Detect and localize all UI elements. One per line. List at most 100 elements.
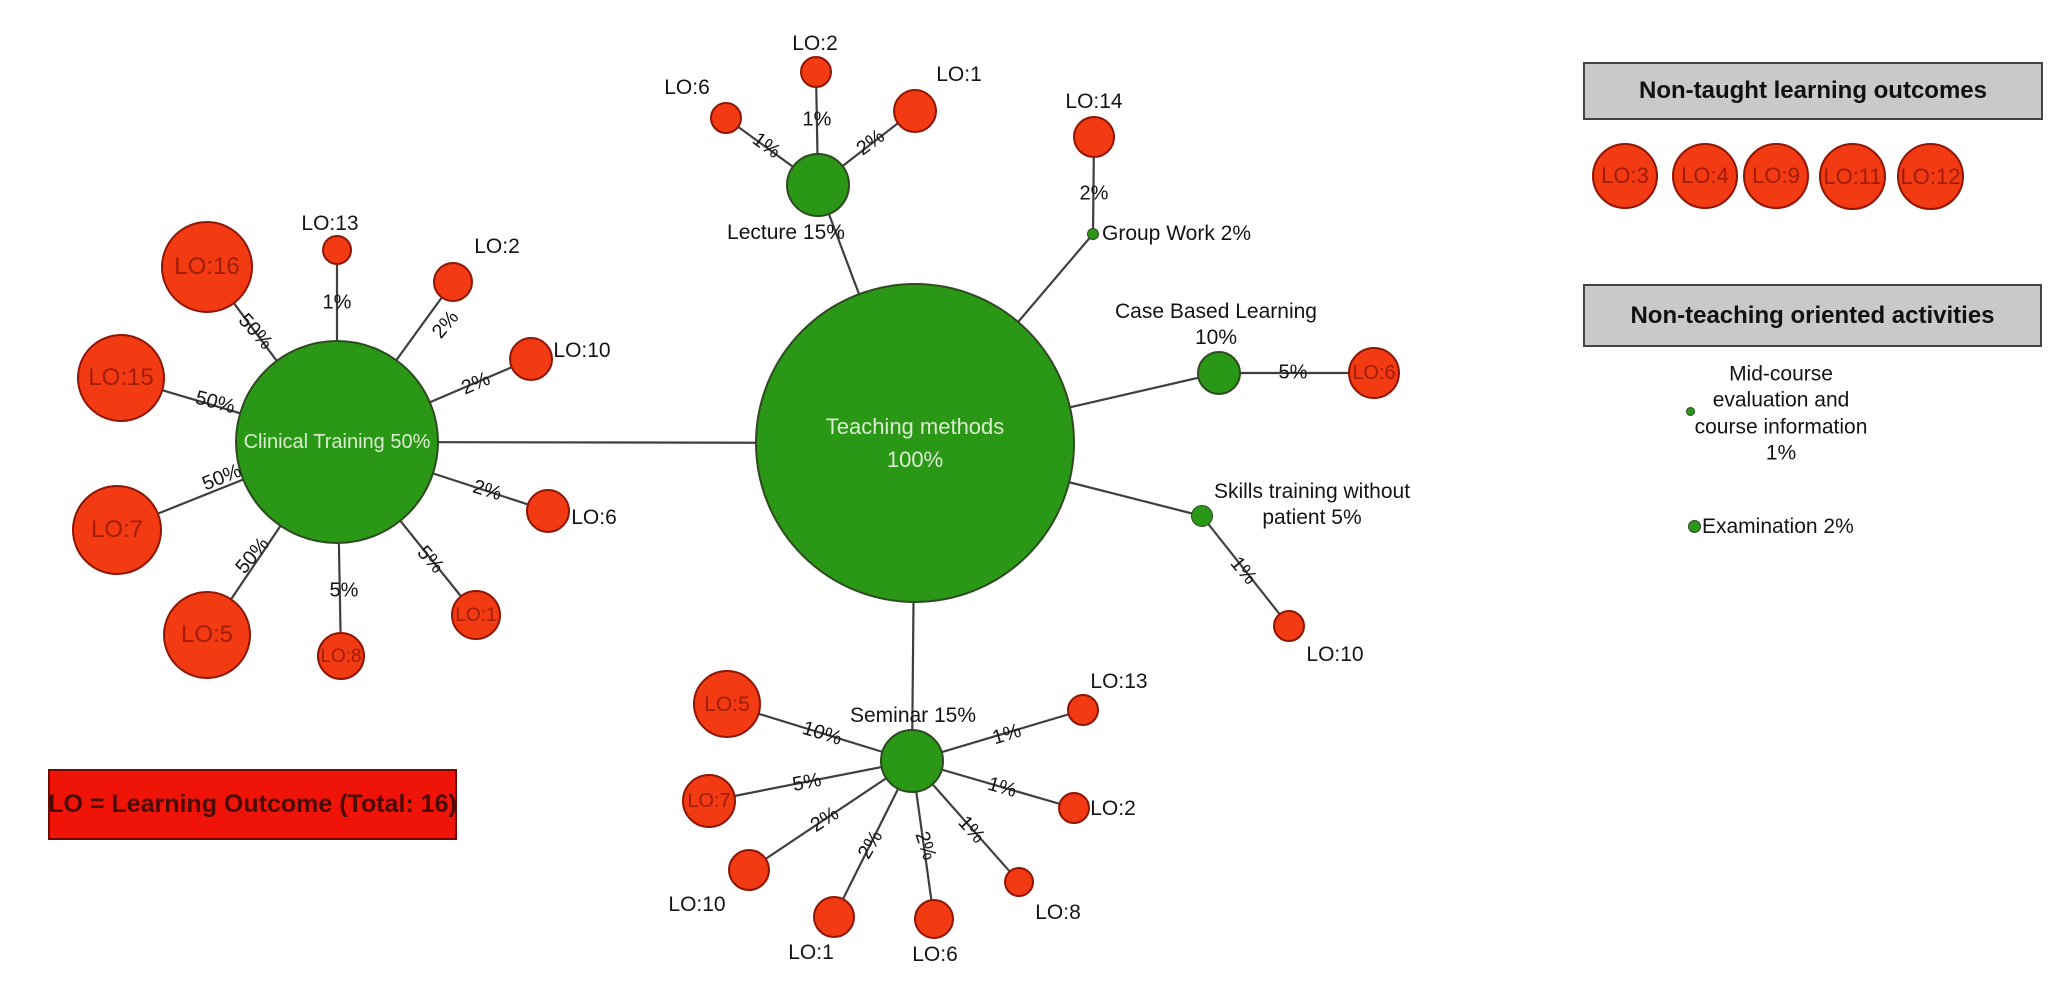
non-taught-lo11-circle: LO:11	[1819, 143, 1886, 210]
clinical-lo5-circle: LO:5	[163, 591, 251, 679]
lecture-circle	[786, 153, 850, 217]
lecture-lo6-outer-label: LO:6	[664, 75, 710, 99]
non-taught-lo3-label: LO:3	[1601, 163, 1649, 188]
non-taught-lo9-circle: LO:9	[1743, 143, 1809, 209]
legend-label: LO = Learning Outcome (Total: 16)	[48, 790, 457, 818]
non-taught-lo4-label: LO:4	[1681, 163, 1729, 188]
teaching-methods-pct: 100%	[886, 447, 944, 472]
seminar-label: Seminar 15%	[849, 703, 977, 727]
mid-course-line3: course information	[1694, 415, 1868, 438]
seminar-lo10-circle	[728, 849, 770, 891]
group-work-label: Group Work 2%	[1102, 221, 1251, 245]
examination-dot	[1688, 520, 1701, 533]
skills-lo10-outer-label: LO:10	[1306, 642, 1364, 666]
non-taught-lo9-label: LO:9	[1752, 163, 1800, 188]
legend-box: LO = Learning Outcome (Total: 16)	[48, 769, 457, 840]
group-work-lo14-outer-label: LO:14	[1065, 89, 1123, 113]
clinical-lo10-outer-label: LO:10	[553, 338, 611, 362]
clinical-training-label: Clinical Training 50%	[243, 431, 431, 453]
lecture-lo2-circle	[800, 56, 832, 88]
clinical-lo2-outer-label: LO:2	[474, 234, 520, 258]
clinical-lo1-circle: LO:1	[451, 590, 501, 640]
seminar-lo6-circle	[914, 899, 954, 939]
edge	[708, 759, 913, 803]
non-teaching-title: Non-teaching oriented activities	[1630, 301, 1995, 329]
clinical-lo7-label: LO:7	[90, 516, 144, 543]
seminar-lo7-label: LO:7	[687, 790, 731, 812]
seminar-lo10-outer-label: LO:10	[668, 892, 726, 916]
clinical-lo10-circle	[509, 337, 553, 381]
clinical-lo2-circle	[433, 262, 473, 302]
non-taught-title: Non-taught learning outcomes	[1639, 77, 1987, 104]
edge-pct-label: 5%	[329, 579, 359, 602]
skills-lo10-circle	[1273, 610, 1305, 642]
clinical-training-circle: Clinical Training 50%	[235, 340, 439, 544]
clinical-lo15-circle: LO:15	[77, 334, 165, 422]
teaching-methods-title: Teaching methods	[825, 414, 1005, 439]
clinical-lo5-label: LO:5	[180, 621, 234, 648]
group-work-lo14-circle	[1073, 116, 1115, 158]
lecture-lo1-circle	[893, 89, 937, 133]
lecture-lo1-outer-label: LO:1	[936, 62, 982, 86]
case-based-lo6-label: LO:6	[1352, 362, 1396, 384]
seminar-circle	[880, 729, 944, 793]
non-taught-lo11-label: LO:11	[1823, 163, 1882, 189]
clinical-lo15-label: LO:15	[88, 364, 154, 391]
seminar-lo2-circle	[1058, 792, 1090, 824]
case-based-learning-pct: 10%	[1194, 326, 1238, 349]
clinical-lo16-label: LO:16	[174, 253, 240, 280]
seminar-lo13-circle	[1067, 694, 1099, 726]
clinical-lo13-circle	[322, 235, 352, 265]
seminar-lo1-outer-label: LO:1	[788, 940, 834, 964]
clinical-lo6-outer-label: LO:6	[571, 505, 617, 529]
lecture-lo6-circle	[710, 102, 742, 134]
non-taught-header: Non-taught learning outcomes	[1583, 62, 2043, 120]
non-taught-lo4-circle: LO:4	[1672, 143, 1738, 209]
case-based-lo6-circle: LO:6	[1348, 347, 1400, 399]
teaching-methods-circle: Teaching methods 100%	[755, 283, 1075, 603]
clinical-lo7-circle: LO:7	[72, 485, 162, 575]
skills-training-label: Skills training without patient 5%	[1214, 479, 1410, 532]
edge-pct-label: 1%	[802, 108, 832, 131]
group-work-dot	[1087, 228, 1099, 240]
clinical-lo1-label: LO:1	[455, 604, 497, 626]
non-taught-lo12-circle: LO:12	[1897, 143, 1964, 210]
examination-label: Examination 2%	[1702, 514, 1854, 538]
skills-training-title: Skills training without	[1213, 479, 1411, 503]
seminar-lo8-circle	[1004, 867, 1034, 897]
seminar-lo2-outer-label: LO:2	[1090, 796, 1136, 820]
edge-pct-label: 1%	[322, 291, 352, 314]
edge	[1201, 515, 1290, 627]
clinical-lo16-circle: LO:16	[161, 221, 253, 313]
case-based-learning-circle	[1197, 351, 1241, 395]
teaching-methods-label: Teaching methods 100%	[826, 410, 1005, 476]
mid-course-line1: Mid-course	[1729, 362, 1833, 386]
seminar-lo8-outer-label: LO:8	[1035, 900, 1081, 924]
clinical-lo13-outer-label: LO:13	[301, 211, 359, 235]
non-taught-lo3-circle: LO:3	[1592, 143, 1658, 209]
edge-pct-label: 5%	[1278, 361, 1308, 384]
mid-course-line2: evaluation and	[1712, 388, 1850, 412]
edge-pct-label: 2%	[1079, 182, 1109, 205]
seminar-lo13-outer-label: LO:13	[1090, 669, 1148, 693]
lecture-lo2-outer-label: LO:2	[792, 31, 838, 55]
clinical-lo8-circle: LO:8	[317, 632, 365, 680]
skills-training-dot	[1191, 505, 1213, 527]
seminar-lo7-circle: LO:7	[682, 774, 736, 828]
lecture-label: Lecture 15%	[727, 220, 845, 244]
seminar-lo6-outer-label: LO:6	[912, 942, 958, 966]
seminar-lo5-circle: LO:5	[693, 670, 761, 738]
mid-course-dot	[1686, 407, 1695, 416]
skills-training-pct: patient 5%	[1262, 506, 1362, 529]
case-based-learning-label: Case Based Learning 10%	[1115, 299, 1317, 352]
seminar-lo5-label: LO:5	[704, 692, 750, 716]
clinical-lo6-circle	[526, 489, 570, 533]
non-taught-lo12-label: LO:12	[1900, 163, 1961, 189]
clinical-lo8-label: LO:8	[320, 645, 362, 667]
non-teaching-header: Non-teaching oriented activities	[1583, 284, 2042, 347]
case-based-learning-title: Case Based Learning	[1115, 299, 1317, 323]
seminar-lo1-circle	[813, 896, 855, 938]
mid-course-label: Mid-course evaluation and course informa…	[1695, 362, 1868, 467]
mid-course-pct: 1%	[1765, 441, 1797, 465]
